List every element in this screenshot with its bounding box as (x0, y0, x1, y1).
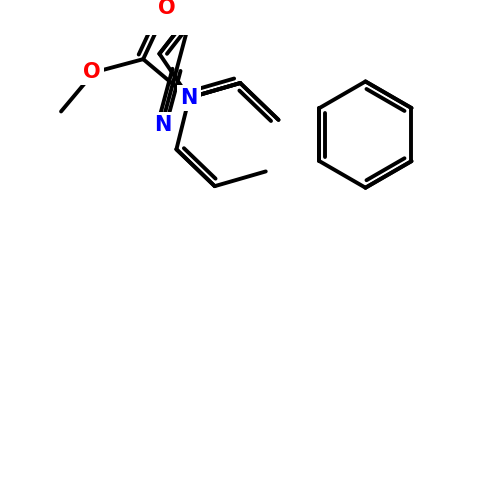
Text: N: N (154, 114, 172, 134)
Text: N: N (180, 88, 198, 108)
Text: O: O (158, 0, 176, 18)
Text: O: O (83, 62, 100, 82)
